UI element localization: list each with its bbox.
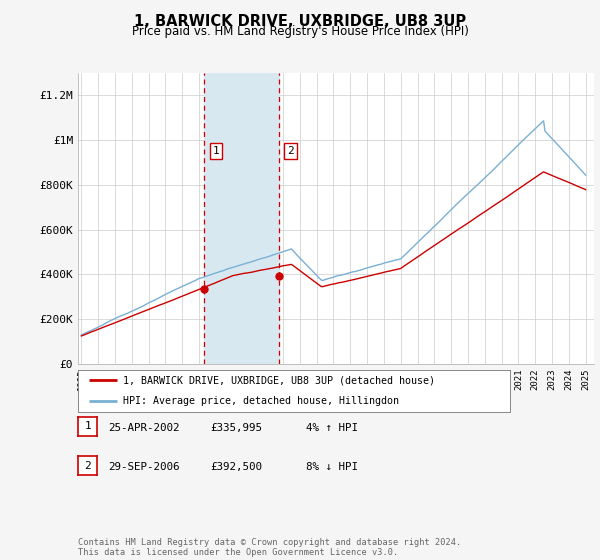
Text: HPI: Average price, detached house, Hillingdon: HPI: Average price, detached house, Hill… <box>124 396 400 406</box>
Text: 29-SEP-2006: 29-SEP-2006 <box>108 462 179 472</box>
Text: 1: 1 <box>84 421 91 431</box>
Text: 4% ↑ HPI: 4% ↑ HPI <box>306 423 358 433</box>
Text: 2: 2 <box>84 460 91 470</box>
Text: Price paid vs. HM Land Registry's House Price Index (HPI): Price paid vs. HM Land Registry's House … <box>131 25 469 38</box>
Text: £392,500: £392,500 <box>210 462 262 472</box>
Text: Contains HM Land Registry data © Crown copyright and database right 2024.
This d: Contains HM Land Registry data © Crown c… <box>78 538 461 557</box>
Text: 2: 2 <box>287 146 294 156</box>
Text: 25-APR-2002: 25-APR-2002 <box>108 423 179 433</box>
Text: 8% ↓ HPI: 8% ↓ HPI <box>306 462 358 472</box>
Bar <box>204 73 279 364</box>
Text: 1, BARWICK DRIVE, UXBRIDGE, UB8 3UP (detached house): 1, BARWICK DRIVE, UXBRIDGE, UB8 3UP (det… <box>124 375 436 385</box>
Text: £335,995: £335,995 <box>210 423 262 433</box>
Text: 1, BARWICK DRIVE, UXBRIDGE, UB8 3UP: 1, BARWICK DRIVE, UXBRIDGE, UB8 3UP <box>134 14 466 29</box>
Text: 1: 1 <box>212 146 219 156</box>
